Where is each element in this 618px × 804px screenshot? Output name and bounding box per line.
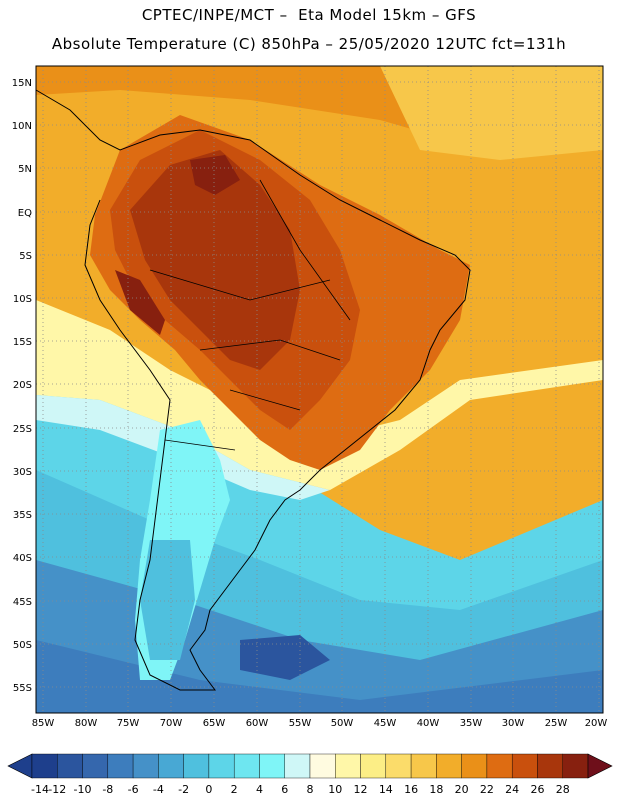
legend-swatch [385, 753, 412, 779]
legend-label: -12 [48, 783, 66, 796]
lon-label: 25W [545, 718, 568, 729]
legend-swatch [82, 753, 109, 779]
legend-swatch [562, 753, 589, 779]
temperature-field [36, 66, 603, 713]
legend-swatch [158, 753, 184, 779]
lon-label: 80W [75, 718, 98, 729]
legend-swatch [132, 753, 159, 779]
legend-label: -8 [102, 783, 113, 796]
lat-label: 10N [12, 121, 32, 132]
legend-label: 8 [307, 783, 314, 796]
lat-label: 10S [13, 294, 32, 305]
lat-label: 25S [13, 424, 32, 435]
legend-arrow-high [587, 753, 613, 779]
lon-label: 40W [417, 718, 440, 729]
legend-swatch [335, 753, 361, 779]
legend-swatch [486, 753, 513, 779]
legend-swatch [309, 753, 336, 779]
legend-swatch [208, 753, 235, 779]
lon-label: 20W [585, 718, 608, 729]
legend-swatch [511, 753, 538, 779]
lon-label: 30W [502, 718, 525, 729]
legend-label: -2 [178, 783, 189, 796]
lat-label: 5S [19, 251, 32, 262]
lat-label: 35S [13, 510, 32, 521]
legend-label: 24 [505, 783, 519, 796]
legend-label: 4 [256, 783, 263, 796]
lon-label: 70W [160, 718, 183, 729]
map-frame [35, 65, 604, 714]
lat-lon-grid [36, 66, 603, 713]
lat-label: 20S [13, 380, 32, 391]
legend-label: -14 [31, 783, 49, 796]
legend-label: 28 [556, 783, 570, 796]
internal-borders [149, 179, 351, 451]
lat-label: 30S [13, 467, 32, 478]
lat-label: 15S [13, 337, 32, 348]
lon-label: 85W [32, 718, 55, 729]
legend-swatch [57, 753, 83, 779]
legend-swatch [183, 753, 210, 779]
lat-label: 15N [12, 78, 32, 89]
legend-label: 22 [480, 783, 494, 796]
legend-swatch [436, 753, 462, 779]
lon-label: 45W [374, 718, 397, 729]
legend-label: 18 [429, 783, 443, 796]
legend-swatch [259, 753, 285, 779]
legend-label: 14 [379, 783, 393, 796]
lon-label: 60W [246, 718, 269, 729]
legend-swatch [107, 753, 134, 779]
lat-label: 50S [13, 640, 32, 651]
legend-swatch [284, 753, 311, 779]
legend-label: 10 [328, 783, 342, 796]
legend-label: 2 [231, 783, 238, 796]
legend-swatch [31, 753, 58, 779]
lon-label: 65W [203, 718, 226, 729]
lat-label: 45S [13, 597, 32, 608]
lon-label: 55W [289, 718, 312, 729]
color-scale-legend: -14 -12 -10 -8 -6 -4 -2 0 2 4 6 8 10 12 14 16 18 20 22 24 26… [7, 753, 613, 796]
lat-label: EQ [18, 208, 32, 219]
legend-swatch [360, 753, 387, 779]
legend-label: -4 [153, 783, 164, 796]
map-subtitle: Absolute Temperature (C) 850hPa – 25/05/… [51, 35, 567, 53]
legend-label: 26 [530, 783, 544, 796]
legend-swatch [233, 753, 260, 779]
lat-label: 55S [13, 683, 32, 694]
legend-label: 12 [354, 783, 368, 796]
legend-swatch [461, 753, 488, 779]
legend-label: 6 [281, 783, 288, 796]
south-america-coastline [35, 89, 471, 691]
lon-label: 35W [460, 718, 483, 729]
legend-swatch [410, 753, 437, 779]
legend-label: -6 [128, 783, 139, 796]
legend-label: -10 [74, 783, 92, 796]
map-title: CPTEC/INPE/MCT – Eta Model 15km – GFS [141, 6, 477, 24]
legend-label: 16 [404, 783, 418, 796]
latitude-labels: 15N 10N 5N EQ 5S 10S 15S 20S 25S 30S 35S… [12, 78, 32, 694]
legend-swatch [537, 753, 563, 779]
legend-arrow-low [7, 753, 33, 779]
lon-label: 50W [331, 718, 354, 729]
legend-label: 20 [455, 783, 469, 796]
lat-label: 5N [18, 164, 32, 175]
lon-label: 75W [117, 718, 140, 729]
legend-label: 0 [205, 783, 212, 796]
lat-label: 40S [13, 553, 32, 564]
longitude-labels: 85W 80W 75W 70W 65W 60W 55W 50W 45W 40W … [32, 718, 608, 729]
